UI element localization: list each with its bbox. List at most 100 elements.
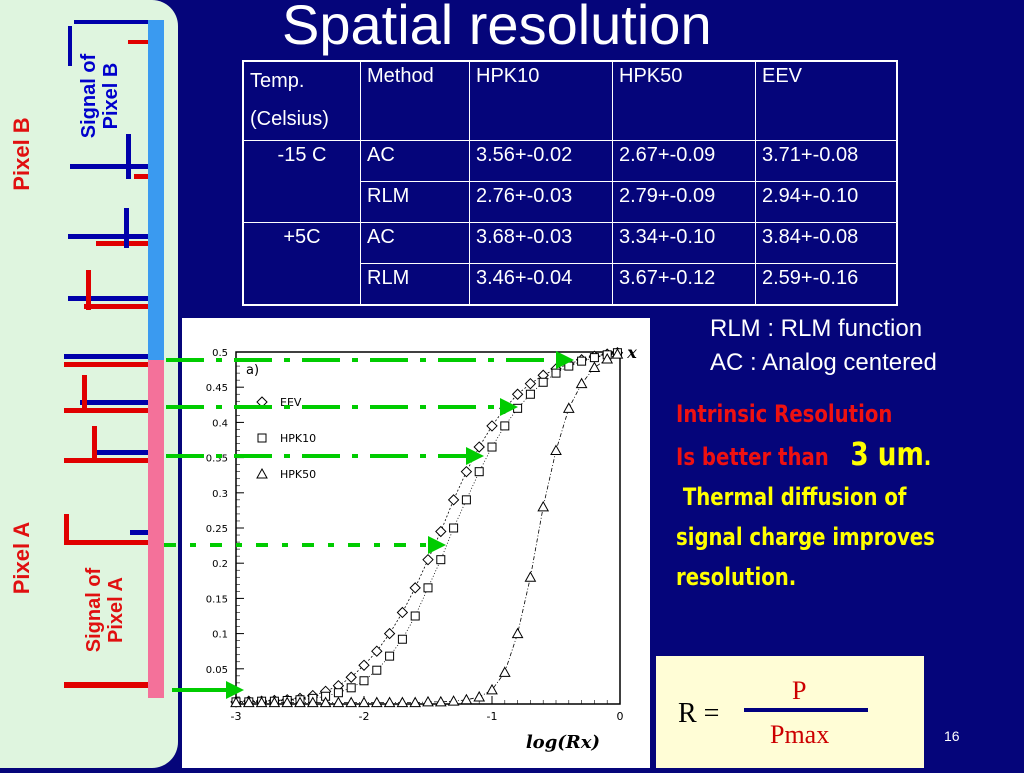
conclusion-text: Intrinsic Resolution Is better than 3 um… xyxy=(676,394,935,597)
signal-row-2 xyxy=(70,134,148,179)
formula-box: R = P Pmax xyxy=(656,656,924,768)
cell-temp: +5C xyxy=(242,222,361,306)
table-header-row: Temp. (Celsius) Method HPK10 HPK50 EEV xyxy=(242,60,898,141)
data-point xyxy=(383,627,396,640)
data-point xyxy=(372,665,382,675)
data-point xyxy=(449,523,459,533)
conclusion-line2-text: Is better than xyxy=(676,443,829,471)
data-point xyxy=(409,582,421,594)
conclusion-line3: Thermal diffusion of xyxy=(676,483,907,511)
signal-row-8 xyxy=(64,514,148,545)
legend-label-hpk50: HPK50 xyxy=(280,468,316,481)
table-row: RLM 3.46+-0.04 3.67+-0.12 2.59+-0.16 xyxy=(243,263,898,306)
cell-method: RLM xyxy=(360,181,470,223)
data-point xyxy=(345,696,358,708)
data-point xyxy=(487,442,497,452)
header-hpk50: HPK50 xyxy=(612,60,756,141)
y-tick-label: 0.15 xyxy=(206,594,228,605)
data-point xyxy=(473,690,486,702)
data-point xyxy=(396,696,409,708)
data-point xyxy=(435,525,447,538)
x-tick-label: 0 xyxy=(617,710,624,723)
data-point xyxy=(409,696,422,708)
x-axis-label: log(Rx) xyxy=(526,732,600,753)
signal-row-1 xyxy=(68,20,148,66)
signal-row-7 xyxy=(64,426,148,463)
cell-method: AC xyxy=(360,140,470,182)
y-tick-label: 0.45 xyxy=(206,383,228,394)
cell-method: RLM xyxy=(360,263,470,306)
data-point xyxy=(564,361,574,371)
ac-definition: AC : Analog centered xyxy=(710,349,937,376)
data-point xyxy=(537,500,550,512)
data-point xyxy=(346,683,356,693)
data-point xyxy=(385,651,395,661)
table-row: -15 C AC 3.56+-0.02 2.67+-0.09 3.71+-0.0… xyxy=(242,140,898,223)
signal-row-6 xyxy=(64,375,148,413)
data-point xyxy=(460,465,473,478)
data-point xyxy=(397,634,407,644)
pixel-signal-panel: Pixel B Signal of Pixel B Pixel A Signal… xyxy=(0,0,178,768)
header-temp-text: Temp. (Celsius) xyxy=(250,70,329,130)
page-title: Spatial resolution xyxy=(282,0,712,56)
data-point xyxy=(575,377,588,389)
y-tick-label: 0.5 xyxy=(212,348,228,359)
formula-lhs: R = xyxy=(678,698,720,729)
pixel-a-bar xyxy=(148,360,164,698)
y-tick-label: 0.1 xyxy=(212,630,228,641)
data-point xyxy=(611,348,624,359)
data-point xyxy=(588,361,601,372)
data-point xyxy=(306,696,319,708)
cell-hpk50: 2.79+-0.09 xyxy=(612,181,756,223)
cell-method: AC xyxy=(360,222,470,264)
data-point xyxy=(383,696,396,708)
cell-hpk10: 3.56+-0.02 xyxy=(469,140,613,182)
data-point xyxy=(511,388,524,400)
data-point xyxy=(358,696,370,708)
y-tick-label: 0.35 xyxy=(206,454,228,465)
resolution-chart: 0.05 0.1 0.15 0.2 0.25 0.3 0.35 0.4 0.45 0.5 -3 -2 -… xyxy=(206,343,637,753)
data-point xyxy=(230,696,242,708)
x-tick-label: -1 xyxy=(487,710,498,723)
data-point xyxy=(460,693,473,705)
data-point xyxy=(345,671,357,683)
cell-hpk50: 3.34+-0.10 xyxy=(612,222,756,264)
data-point xyxy=(500,421,510,431)
signal-row-3 xyxy=(68,208,148,248)
cell-hpk10: 3.46+-0.04 xyxy=(469,263,613,306)
data-point xyxy=(294,696,306,708)
panel-label: a) xyxy=(246,363,259,378)
definitions: RLM : RLM function AC : Analog centered xyxy=(710,312,937,380)
formula-numerator: P xyxy=(792,676,807,705)
data-point xyxy=(461,495,471,505)
x-tick-label: -2 xyxy=(359,710,370,723)
data-point xyxy=(524,377,537,390)
data-point xyxy=(371,645,383,657)
header-hpk10: HPK10 xyxy=(469,60,613,141)
cell-hpk50: 2.67+-0.09 xyxy=(612,140,756,182)
data-point xyxy=(332,696,345,708)
header-eev: EEV xyxy=(755,60,898,141)
cell-temp: -15 C xyxy=(242,140,361,223)
conclusion-period: . xyxy=(923,443,932,471)
data-point xyxy=(589,353,599,363)
data-point xyxy=(319,696,332,708)
conclusion-line4: signal charge improves xyxy=(676,523,935,551)
table-row: RLM 2.76+-0.03 2.79+-0.09 2.94+-0.10 xyxy=(243,181,898,223)
data-point xyxy=(474,467,484,477)
y-tick-label: 0.25 xyxy=(206,524,228,535)
data-point xyxy=(410,611,420,621)
data-point xyxy=(268,696,281,708)
data-point xyxy=(551,368,561,378)
conclusion-line1: Intrinsic Resolution xyxy=(676,400,893,428)
data-point xyxy=(538,377,548,387)
data-point xyxy=(511,627,524,639)
data-point xyxy=(577,356,587,366)
rlm-definition: RLM : RLM function xyxy=(710,315,923,342)
data-point xyxy=(242,696,255,708)
data-point xyxy=(359,676,369,686)
header-method: Method xyxy=(360,60,470,141)
resolution-table: Temp. (Celsius) Method HPK10 HPK50 EEV -… xyxy=(242,60,898,306)
conclusion-line5: resolution. xyxy=(676,563,797,591)
data-point xyxy=(422,695,434,707)
